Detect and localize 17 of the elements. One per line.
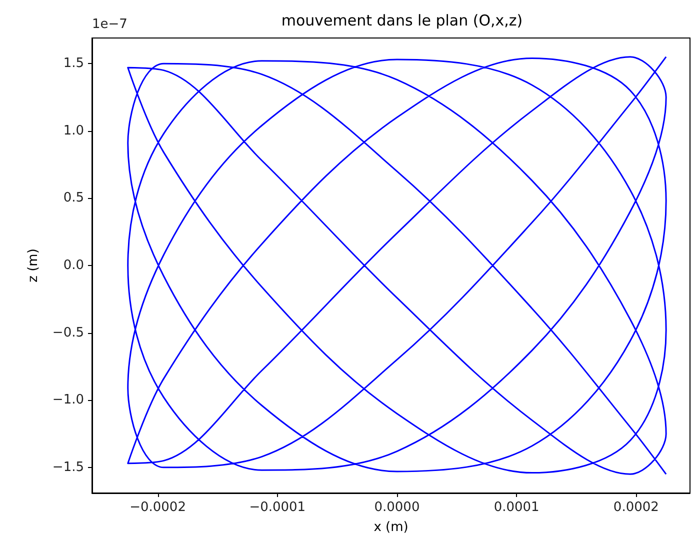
x-tick-label: 0.0000: [374, 500, 420, 515]
y-axis-title: z (m): [26, 248, 41, 282]
x-tick-label: −0.0001: [249, 500, 306, 515]
y-tick-label: 0.0: [63, 258, 84, 273]
x-axis-title: x (m): [374, 520, 408, 535]
line-series: [127, 56, 667, 475]
x-tick-label: 0.0002: [613, 500, 659, 515]
y-tick-label: −0.5: [52, 325, 84, 340]
x-tick-label: −0.0002: [130, 500, 186, 515]
chart-title: mouvement dans le plan (O,x,z): [281, 12, 523, 30]
text: 1e−7: [92, 17, 128, 32]
y-tick-label: −1.5: [52, 460, 84, 475]
y-tick-label: 1.5: [63, 56, 84, 72]
y-tick-label: 1.0: [63, 123, 84, 138]
y-tick-label: −1.0: [52, 392, 84, 408]
y-tick-label: 0.5: [63, 190, 84, 206]
x-tick-label: 0.0001: [494, 500, 540, 515]
